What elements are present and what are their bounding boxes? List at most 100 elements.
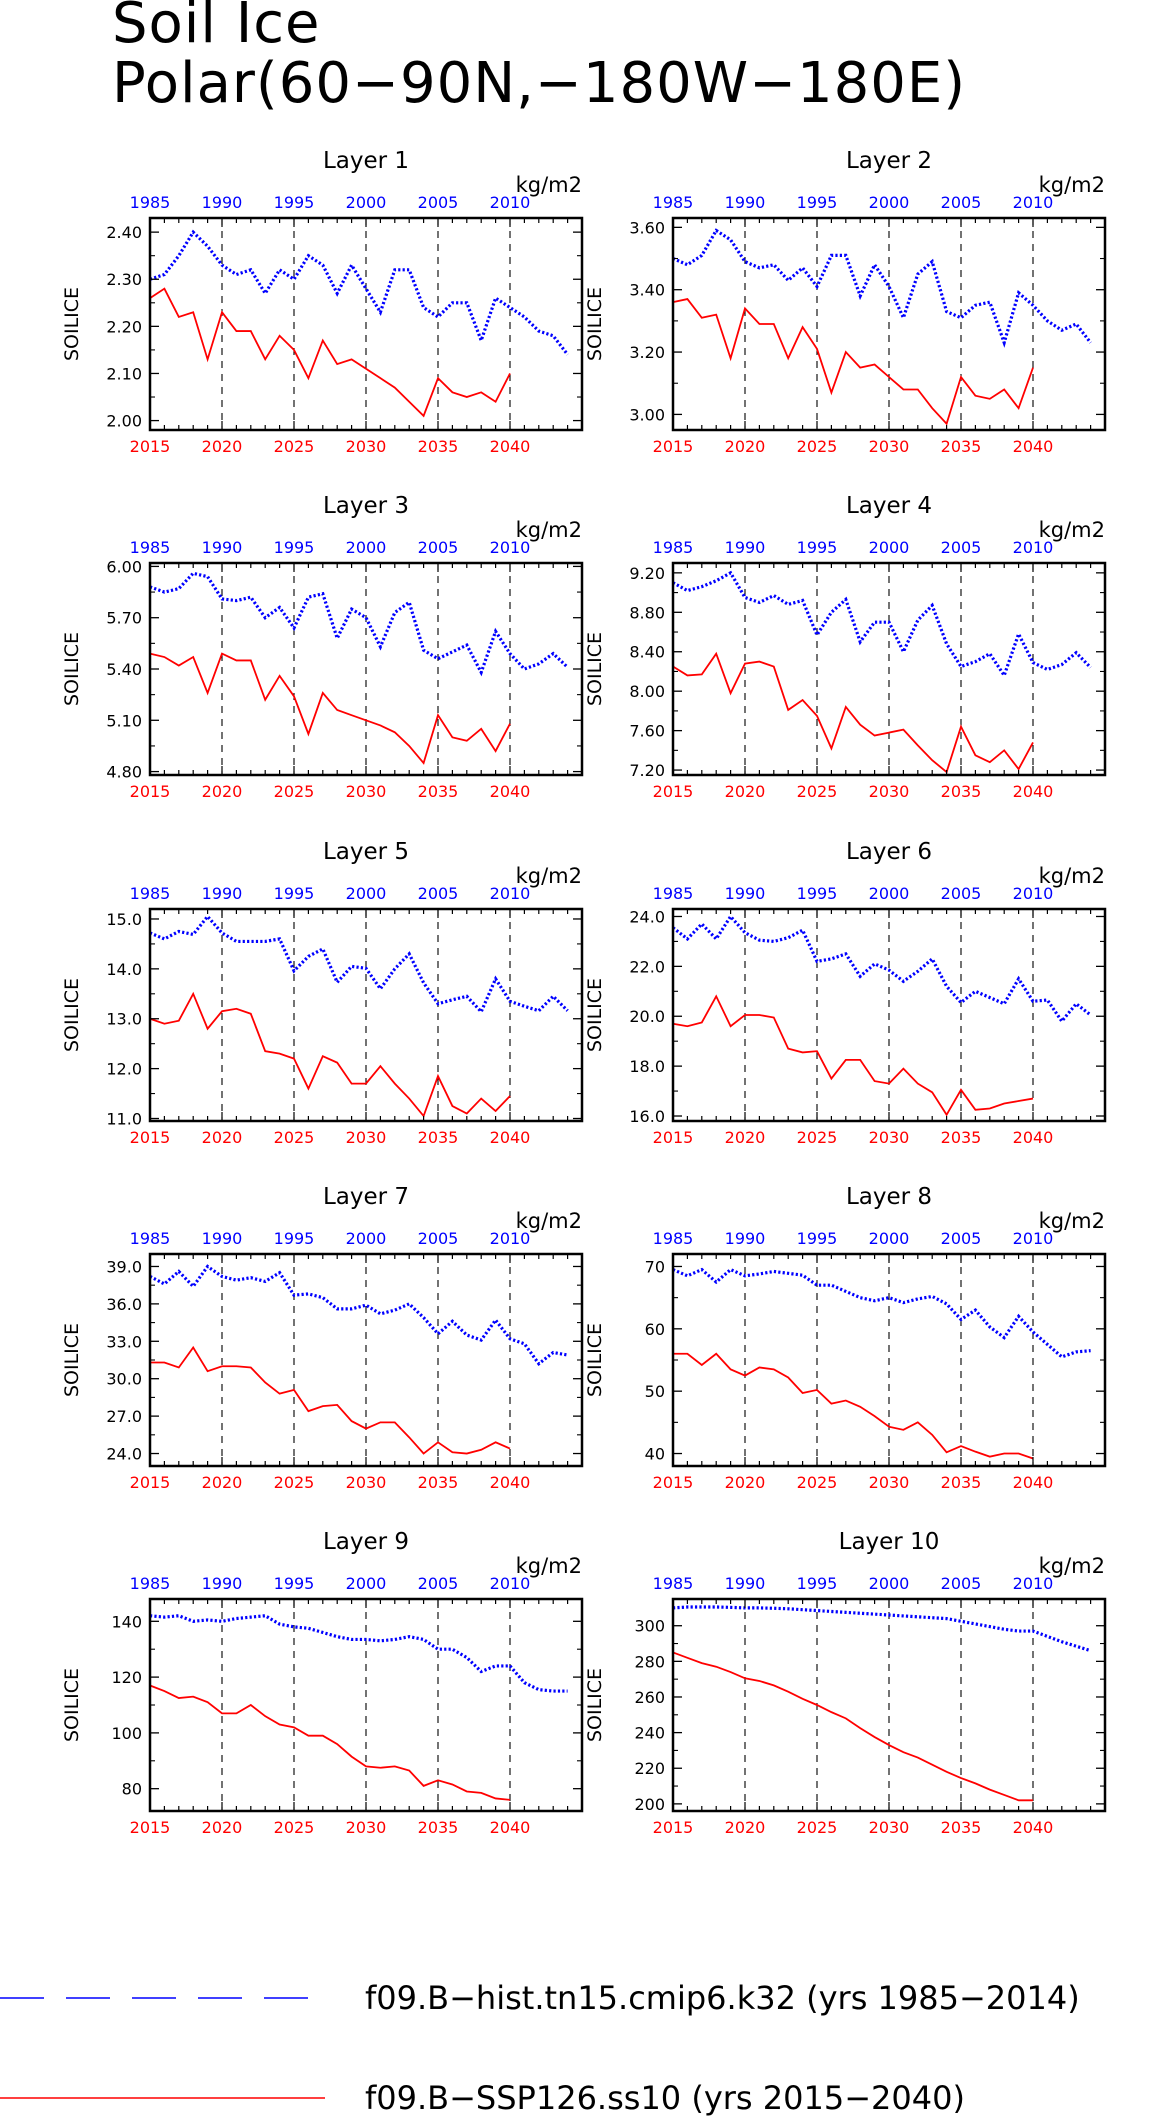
series-line-hist — [672, 913, 1092, 1024]
x-top-tick-label: 1990 — [725, 1229, 766, 1248]
x-top-tick-label: 1990 — [202, 884, 243, 903]
series-line-hist — [149, 1264, 568, 1367]
x-bottom-tick-label: 2040 — [1013, 1473, 1054, 1492]
x-bottom-tick-label: 2040 — [1013, 782, 1054, 801]
x-bottom-tick-label: 2030 — [869, 782, 910, 801]
y-axis-label: SOILICE — [584, 1323, 606, 1397]
x-bottom-tick-label: 2040 — [490, 1128, 531, 1147]
series-line-hist — [149, 229, 569, 356]
series-line-hist — [149, 1614, 568, 1693]
x-bottom-tick-label: 2015 — [653, 1818, 694, 1837]
x-bottom-tick-label: 2040 — [1013, 1818, 1054, 1837]
panel-title: Layer 9 — [323, 1529, 409, 1555]
x-top-tick-label: 2010 — [1013, 1229, 1054, 1248]
y-tick-label: 13.0 — [106, 1010, 142, 1029]
units-label: kg/m2 — [1039, 1554, 1105, 1578]
figure-title: Soil Ice Polar(60−90N,−180W−180E) — [112, 0, 966, 114]
x-bottom-tick-label: 2040 — [490, 437, 531, 456]
y-axis-label: SOILICE — [61, 287, 83, 361]
y-tick-label: 4.80 — [106, 763, 142, 782]
x-bottom-tick-label: 2015 — [130, 782, 171, 801]
chart-panel-layer-2: Layer 2 kg/m2 2015 2020 2025 2030 2035 2040 1985… — [584, 148, 1107, 456]
y-tick-label: 200 — [634, 1795, 665, 1814]
x-top-tick-label: 1990 — [725, 538, 766, 557]
title-line2: Polar(60−90N,−180W−180E) — [112, 51, 967, 116]
x-top-tick-label: 1990 — [725, 884, 766, 903]
series-line-ssp — [149, 287, 511, 418]
x-top-tick-label: 1990 — [202, 193, 243, 212]
x-top-tick-label: 2000 — [346, 1229, 387, 1248]
chart-panel-layer-5: Layer 5 kg/m2 2015 2020 2025 2030 2035 2040 1985… — [61, 839, 584, 1147]
x-bottom-tick-label: 2025 — [274, 437, 315, 456]
y-tick-label: 20.0 — [629, 1007, 665, 1026]
y-tick-label: 100 — [111, 1724, 142, 1743]
series-line-ssp — [149, 652, 511, 765]
y-tick-label: 8.40 — [629, 643, 665, 662]
x-bottom-tick-label: 2030 — [346, 1473, 387, 1492]
y-tick-label: 15.0 — [106, 910, 142, 929]
y-axis-label: SOILICE — [61, 1323, 83, 1397]
x-bottom-tick-label: 2035 — [418, 437, 459, 456]
y-tick-label: 8.00 — [629, 682, 665, 701]
series-line-hist — [672, 228, 1092, 348]
x-top-tick-label: 2000 — [869, 1229, 910, 1248]
x-bottom-tick-label: 2040 — [490, 782, 531, 801]
x-bottom-tick-label: 2030 — [869, 1128, 910, 1147]
series-line-ssp — [672, 298, 1034, 426]
x-top-tick-label: 2010 — [1013, 1574, 1054, 1593]
legend-label: f09.B−SSP126.ss10 (yrs 2015−2040) — [365, 2079, 965, 2117]
panel-title: Layer 7 — [323, 1184, 409, 1210]
x-top-tick-label: 1990 — [202, 1229, 243, 1248]
x-bottom-tick-label: 2020 — [725, 437, 766, 456]
x-bottom-tick-label: 2035 — [941, 782, 982, 801]
title-line1: Soil Ice — [112, 0, 321, 56]
x-top-tick-label: 2010 — [490, 1229, 531, 1248]
y-tick-label: 39.0 — [106, 1257, 142, 1276]
x-bottom-tick-label: 2020 — [202, 782, 243, 801]
x-bottom-tick-label: 2015 — [653, 1473, 694, 1492]
chart-panel-layer-9: Layer 9 kg/m2 2015 2020 2025 2030 2035 2040 1985… — [61, 1529, 584, 1837]
y-tick-label: 7.60 — [629, 722, 665, 741]
y-tick-label: 14.0 — [106, 960, 142, 979]
x-top-tick-label: 1995 — [274, 884, 315, 903]
y-tick-label: 24.0 — [106, 1445, 142, 1464]
panel-title: Layer 5 — [323, 839, 409, 865]
x-top-tick-label: 1995 — [797, 884, 838, 903]
chart-panel-layer-6: Layer 6 kg/m2 2015 2020 2025 2030 2035 2040 1985… — [584, 839, 1107, 1147]
units-label: kg/m2 — [516, 1554, 582, 1578]
y-tick-label: 30.0 — [106, 1370, 142, 1389]
y-tick-label: 3.40 — [629, 281, 665, 300]
y-tick-label: 300 — [634, 1617, 665, 1636]
x-bottom-tick-label: 2035 — [941, 1818, 982, 1837]
y-axis-label: SOILICE — [584, 1668, 606, 1742]
x-bottom-tick-label: 2015 — [653, 1128, 694, 1147]
units-label: kg/m2 — [516, 1209, 582, 1233]
y-tick-label: 3.20 — [629, 343, 665, 362]
panel-title: Layer 6 — [846, 839, 932, 865]
legend: f09.B−hist.tn15.cmip6.k32 (yrs 1985−2014… — [0, 1979, 1080, 2117]
y-axis-label: SOILICE — [61, 978, 83, 1052]
y-tick-label: 24.0 — [629, 907, 665, 926]
x-bottom-tick-label: 2035 — [418, 1128, 459, 1147]
y-axis-label: SOILICE — [584, 978, 606, 1052]
units-label: kg/m2 — [1039, 864, 1105, 888]
y-tick-label: 50 — [645, 1382, 665, 1401]
x-bottom-tick-label: 2040 — [1013, 1128, 1054, 1147]
y-tick-label: 3.00 — [629, 405, 665, 424]
x-bottom-tick-label: 2015 — [130, 1128, 171, 1147]
y-tick-label: 2.20 — [106, 317, 142, 336]
x-top-tick-label: 2000 — [346, 1574, 387, 1593]
x-top-tick-label: 1995 — [797, 1229, 838, 1248]
x-top-tick-label: 2005 — [418, 884, 459, 903]
y-tick-label: 2.10 — [106, 364, 142, 383]
y-tick-label: 70 — [645, 1257, 665, 1276]
x-bottom-tick-label: 2020 — [202, 1473, 243, 1492]
units-label: kg/m2 — [516, 518, 582, 542]
panel-title: Layer 10 — [839, 1529, 940, 1555]
x-bottom-tick-label: 2030 — [869, 1473, 910, 1492]
series-line-hist — [149, 913, 569, 1015]
series-line-hist — [672, 1267, 1091, 1359]
x-top-tick-label: 2005 — [418, 193, 459, 212]
x-bottom-tick-label: 2015 — [130, 437, 171, 456]
x-top-tick-label: 1985 — [653, 884, 694, 903]
